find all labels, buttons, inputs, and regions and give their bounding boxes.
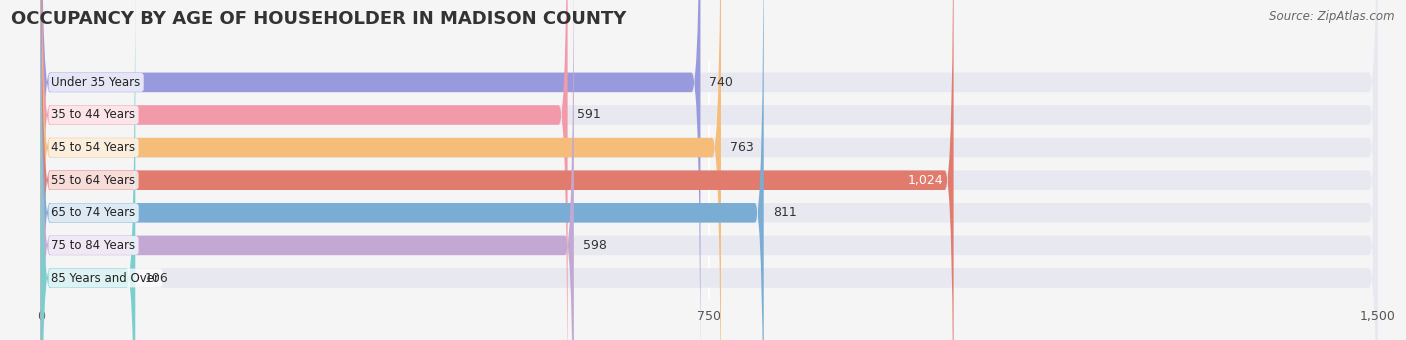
Text: Under 35 Years: Under 35 Years bbox=[52, 76, 141, 89]
Text: 65 to 74 Years: 65 to 74 Years bbox=[52, 206, 136, 219]
FancyBboxPatch shape bbox=[41, 0, 1378, 340]
FancyBboxPatch shape bbox=[41, 0, 763, 340]
FancyBboxPatch shape bbox=[41, 0, 574, 340]
FancyBboxPatch shape bbox=[41, 0, 1378, 340]
Text: 740: 740 bbox=[710, 76, 733, 89]
Text: 35 to 44 Years: 35 to 44 Years bbox=[52, 108, 135, 121]
Text: 1,024: 1,024 bbox=[907, 174, 943, 187]
Text: 85 Years and Over: 85 Years and Over bbox=[52, 272, 159, 285]
FancyBboxPatch shape bbox=[41, 0, 953, 340]
Text: 811: 811 bbox=[773, 206, 796, 219]
Text: 598: 598 bbox=[582, 239, 606, 252]
FancyBboxPatch shape bbox=[41, 0, 568, 340]
FancyBboxPatch shape bbox=[41, 0, 1378, 340]
FancyBboxPatch shape bbox=[41, 0, 1378, 340]
FancyBboxPatch shape bbox=[41, 0, 1378, 340]
Text: 75 to 84 Years: 75 to 84 Years bbox=[52, 239, 135, 252]
Text: 591: 591 bbox=[576, 108, 600, 121]
FancyBboxPatch shape bbox=[41, 0, 721, 340]
Text: OCCUPANCY BY AGE OF HOUSEHOLDER IN MADISON COUNTY: OCCUPANCY BY AGE OF HOUSEHOLDER IN MADIS… bbox=[11, 10, 627, 28]
Text: 45 to 54 Years: 45 to 54 Years bbox=[52, 141, 135, 154]
Text: 106: 106 bbox=[145, 272, 167, 285]
Text: 55 to 64 Years: 55 to 64 Years bbox=[52, 174, 135, 187]
Text: Source: ZipAtlas.com: Source: ZipAtlas.com bbox=[1270, 10, 1395, 23]
FancyBboxPatch shape bbox=[41, 0, 1378, 340]
FancyBboxPatch shape bbox=[41, 0, 700, 340]
Text: 763: 763 bbox=[730, 141, 754, 154]
FancyBboxPatch shape bbox=[41, 0, 1378, 340]
FancyBboxPatch shape bbox=[41, 0, 135, 340]
